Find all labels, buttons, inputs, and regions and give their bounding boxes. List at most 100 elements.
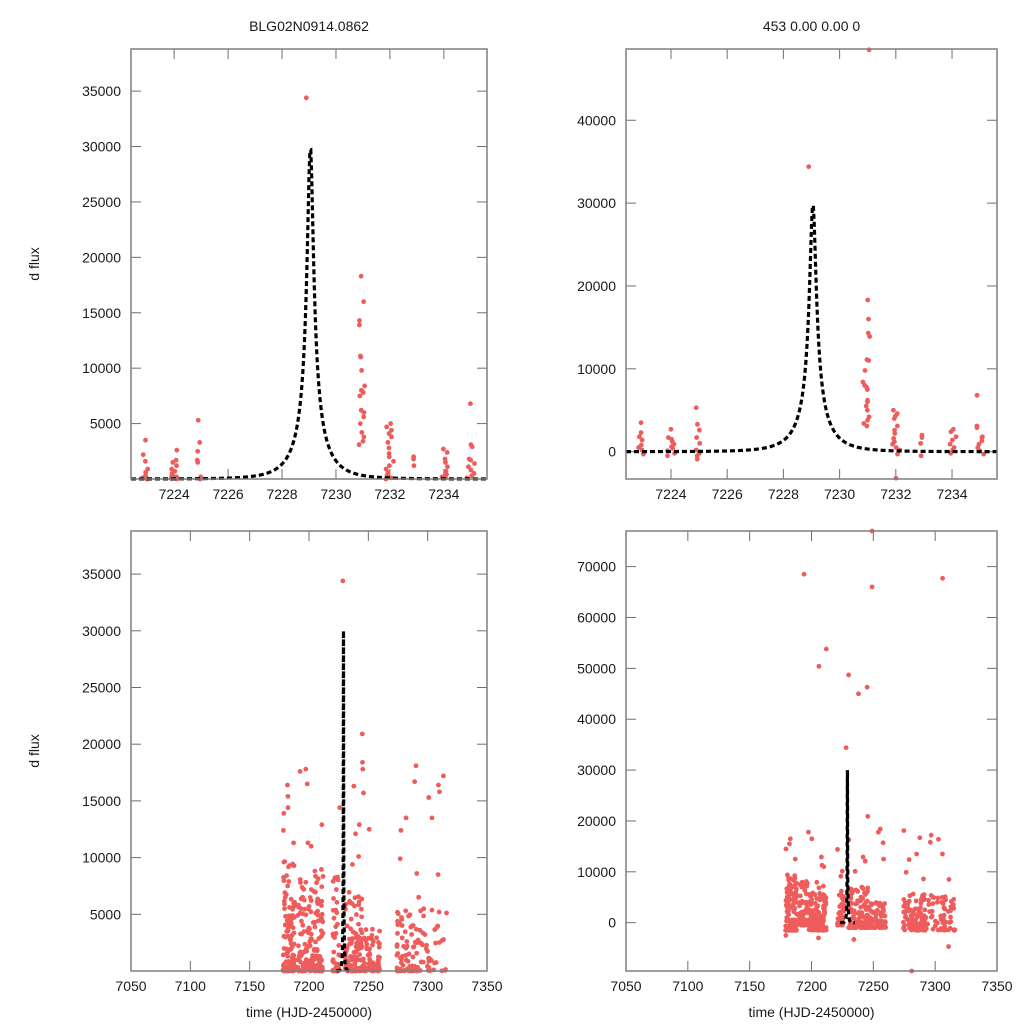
model-curve xyxy=(336,630,351,973)
data-point xyxy=(286,879,292,884)
panel-top-right: 7224 7226 7228 7230 7232 7234 0 10000 20000 30000… xyxy=(577,18,998,502)
data-point xyxy=(334,961,340,967)
data-point xyxy=(315,912,321,918)
data-point xyxy=(283,891,289,897)
data-point xyxy=(360,438,366,444)
data-point xyxy=(357,318,362,323)
data-point xyxy=(903,869,909,875)
data-point xyxy=(340,578,346,584)
data-point xyxy=(301,886,307,892)
data-point xyxy=(312,868,318,874)
data-point xyxy=(195,448,201,454)
data-point xyxy=(793,889,799,895)
data-point xyxy=(357,952,363,957)
data-point xyxy=(864,423,870,429)
x-tick-label: 7228 xyxy=(768,486,799,502)
x-tick-label: 7100 xyxy=(175,978,206,994)
data-point xyxy=(935,895,941,901)
data-point xyxy=(840,906,846,912)
data-point xyxy=(907,923,913,929)
data-point xyxy=(409,932,415,937)
data-point xyxy=(361,299,367,305)
data-point xyxy=(432,927,438,932)
data-point xyxy=(940,851,945,857)
data-point xyxy=(904,916,910,922)
data-point xyxy=(864,387,870,392)
y-tick-label: 35000 xyxy=(82,83,121,99)
data-point xyxy=(835,847,840,852)
data-point xyxy=(386,454,392,460)
data-point xyxy=(788,927,794,933)
data-point xyxy=(282,906,287,911)
data-point xyxy=(866,905,872,910)
data-point xyxy=(426,795,432,800)
data-point xyxy=(361,935,367,941)
data-point xyxy=(791,922,797,928)
data-point xyxy=(859,911,865,917)
data-point xyxy=(816,885,822,891)
y-tick-label: 20000 xyxy=(82,249,121,265)
data-point xyxy=(316,936,322,941)
data-point xyxy=(881,856,887,862)
y-tick-label: 30000 xyxy=(577,195,616,211)
data-point xyxy=(865,399,870,405)
data-point xyxy=(331,915,337,921)
data-point xyxy=(836,892,842,898)
data-point xyxy=(935,920,940,926)
data-point xyxy=(871,909,877,915)
data-point xyxy=(174,463,179,469)
data-point xyxy=(319,911,325,917)
y-tick-label: 10000 xyxy=(577,864,616,880)
data-point xyxy=(281,933,287,939)
data-point xyxy=(398,827,404,833)
data-point xyxy=(347,898,352,904)
data-point xyxy=(350,862,355,867)
data-point xyxy=(195,417,201,423)
data-point xyxy=(856,691,861,697)
data-point xyxy=(468,467,474,473)
data-point xyxy=(821,912,827,918)
data-point xyxy=(280,952,286,958)
data-point xyxy=(469,473,475,479)
data-point xyxy=(893,445,899,450)
data-point xyxy=(366,826,372,832)
data-point xyxy=(369,932,375,938)
data-point xyxy=(388,421,394,426)
data-point xyxy=(313,873,318,879)
data-point xyxy=(787,918,792,924)
data-point xyxy=(423,946,429,952)
data-point xyxy=(893,475,899,481)
data-points xyxy=(783,528,958,974)
data-point xyxy=(435,872,441,878)
data-point xyxy=(305,840,311,846)
data-point xyxy=(863,899,869,905)
data-point xyxy=(948,914,953,920)
data-point xyxy=(819,894,825,900)
data-point xyxy=(313,939,318,945)
y-tick-label: 25000 xyxy=(82,194,121,210)
data-point xyxy=(352,895,358,901)
data-point xyxy=(195,459,201,465)
data-point xyxy=(891,416,897,421)
data-point xyxy=(820,883,826,889)
x-tick-label: 7230 xyxy=(824,486,855,502)
data-point xyxy=(867,916,873,922)
data-point xyxy=(820,927,826,933)
data-point xyxy=(398,960,404,966)
data-point xyxy=(285,949,291,955)
data-point xyxy=(918,905,923,911)
data-point xyxy=(665,453,670,459)
y-tick-label: 0 xyxy=(608,915,616,931)
data-point xyxy=(843,745,849,751)
data-point xyxy=(374,963,380,969)
x-tick-label: 7050 xyxy=(115,978,146,994)
data-point xyxy=(468,457,474,463)
data-point xyxy=(366,961,372,967)
data-point xyxy=(315,897,321,903)
data-point xyxy=(853,901,859,907)
data-point xyxy=(362,383,368,389)
data-point xyxy=(851,915,857,921)
data-point xyxy=(797,893,803,899)
data-point xyxy=(375,957,381,963)
data-point xyxy=(282,901,287,907)
